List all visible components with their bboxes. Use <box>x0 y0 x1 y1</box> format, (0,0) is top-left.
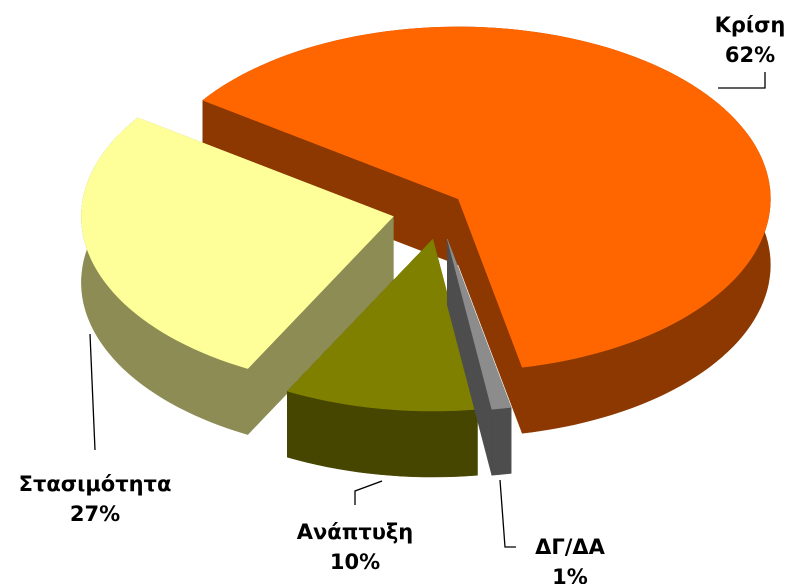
labels: Κρίση 62% ΔΓ/ΔΑ 1% Ανάπτυξη 10% Στασιμότητα 27% <box>19 13 786 584</box>
value-label: 62% <box>725 43 775 67</box>
category-label: Στασιμότητα <box>19 472 172 496</box>
leader-line <box>718 72 766 89</box>
value-label: 1% <box>552 565 588 584</box>
category-label: Ανάπτυξη <box>297 520 414 544</box>
slice <box>447 238 512 410</box>
slice <box>286 238 478 412</box>
pie <box>81 26 771 478</box>
category-label: ΔΓ/ΔΑ <box>535 535 606 559</box>
leader-line <box>89 333 96 451</box>
slice-side <box>491 407 512 476</box>
leader-line <box>499 479 516 548</box>
category-label: Κρίση <box>715 13 786 37</box>
value-label: 27% <box>70 502 120 526</box>
leader-line <box>354 480 383 505</box>
value-label: 10% <box>330 550 380 574</box>
slice <box>202 26 771 368</box>
slice <box>81 117 394 369</box>
